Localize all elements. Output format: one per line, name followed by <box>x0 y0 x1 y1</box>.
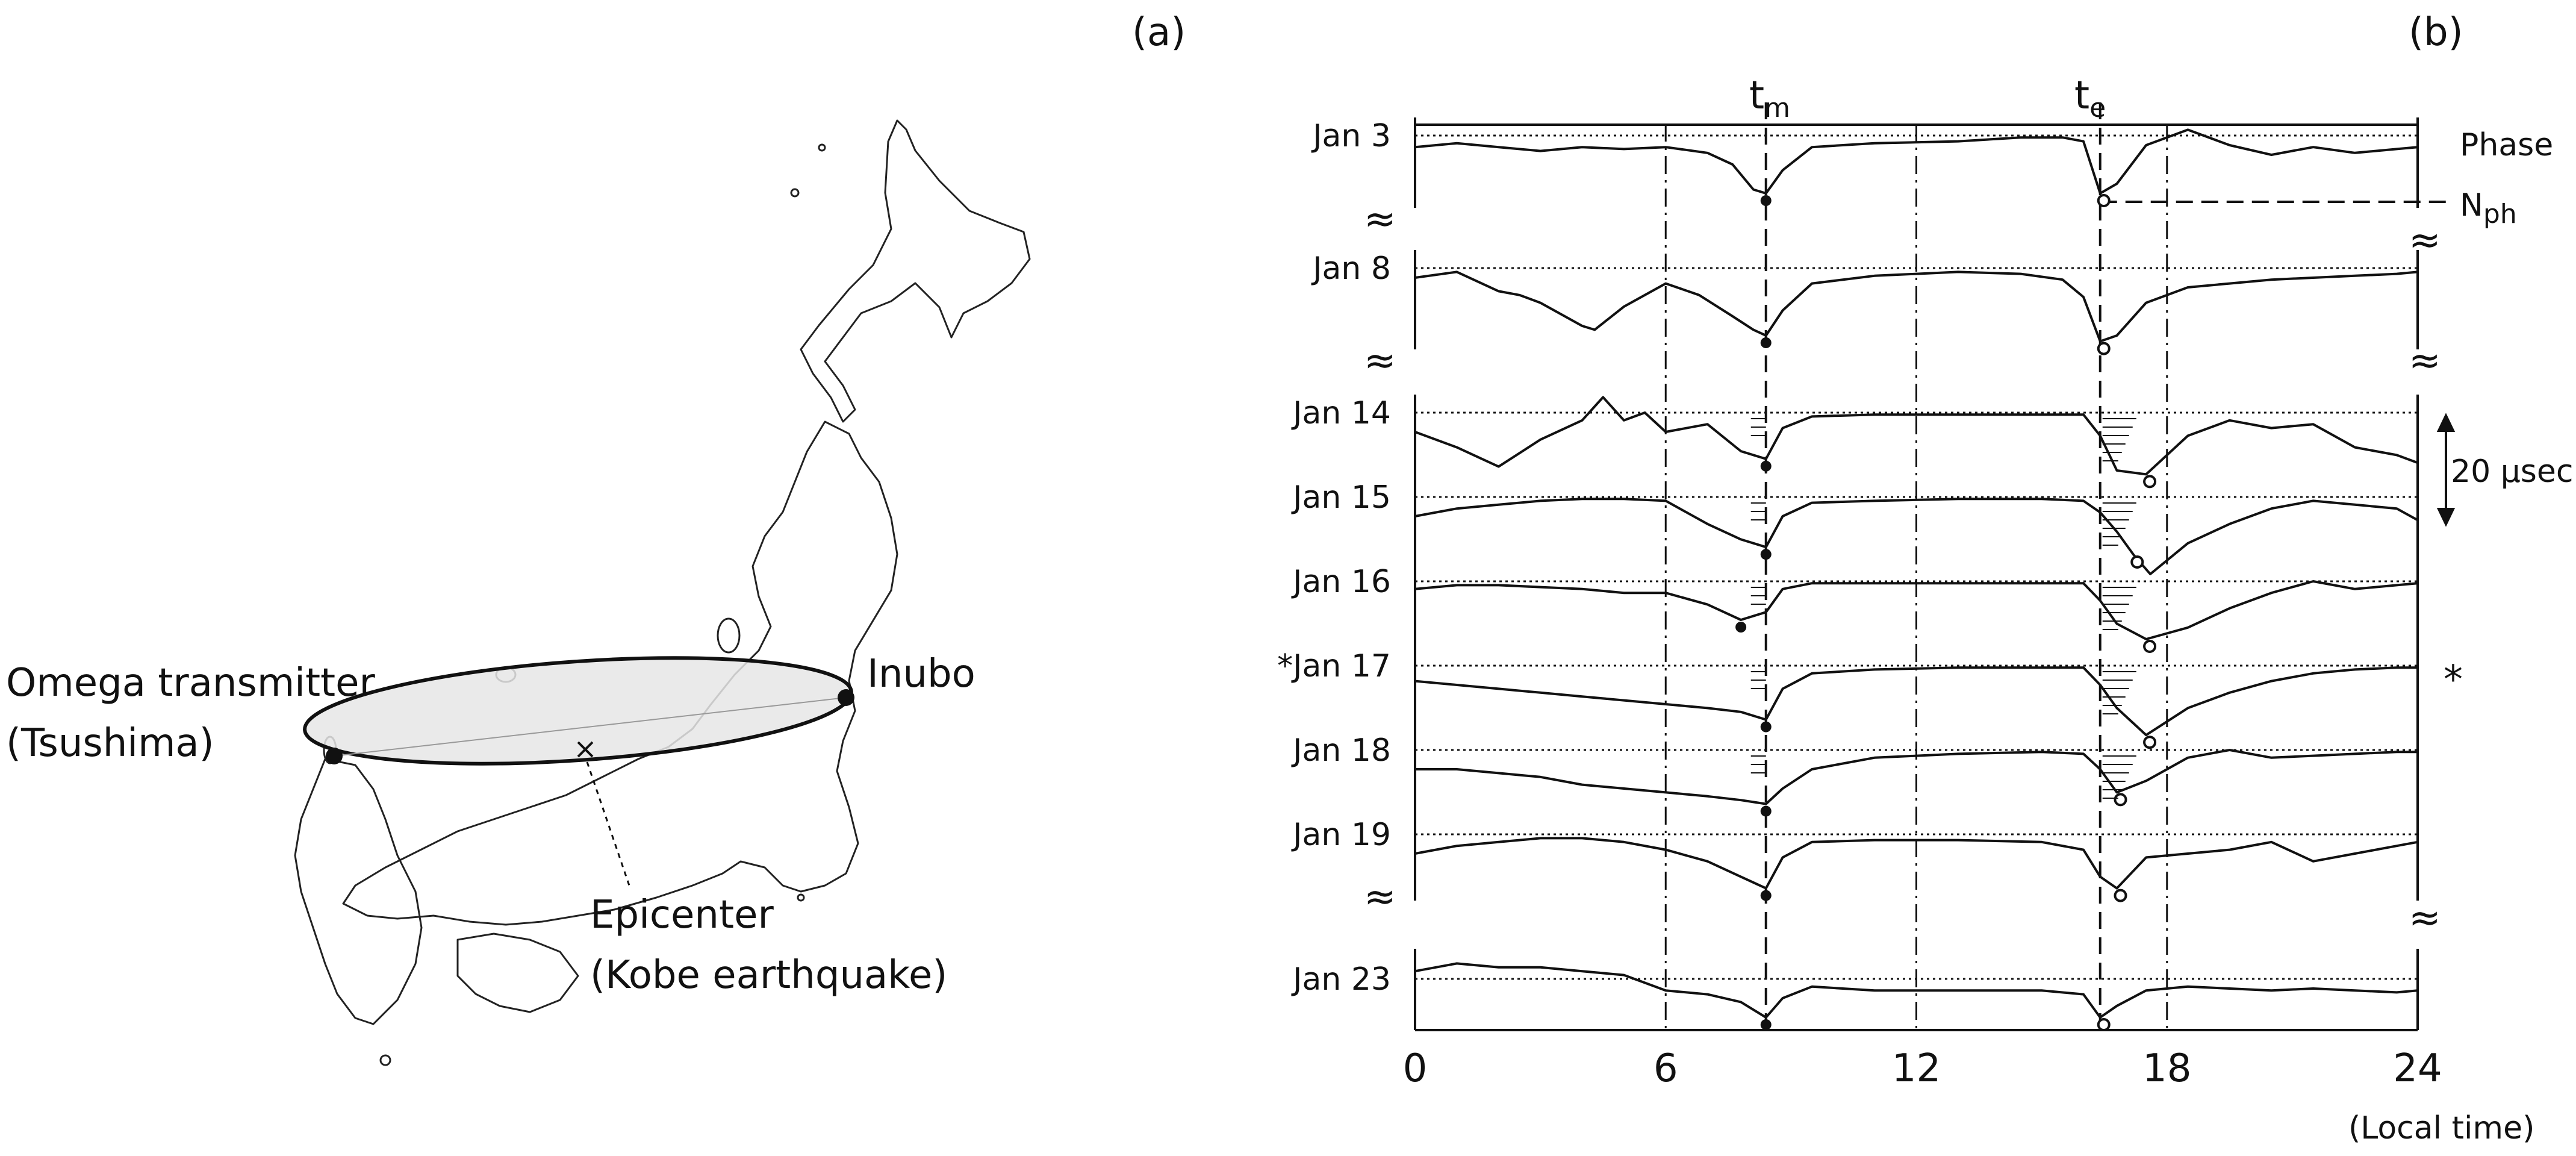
panel-a-label: (a) <box>1132 10 1186 55</box>
kyushu-outline <box>294 758 423 1025</box>
day-label: Jan 19 <box>1291 817 1391 853</box>
x-tick-label: 0 <box>1403 1046 1428 1091</box>
break-mark: ≈ <box>1364 339 1396 383</box>
transmitter-label: Omega transmitter <box>6 661 376 705</box>
te-minimum-dot <box>2097 1018 2111 1031</box>
islet <box>790 188 800 198</box>
x-tick-label: 24 <box>2393 1046 2442 1091</box>
transmitter-sublabel: (Tsushima) <box>6 721 214 766</box>
day-label: Jan 15 <box>1291 480 1391 516</box>
scale-label: 20 µsec <box>2451 454 2573 490</box>
epicenter-sublabel: (Kobe earthquake) <box>590 953 947 998</box>
day-label: Jan 3 <box>1311 118 1391 154</box>
tm-minimum-dot <box>1760 337 1772 348</box>
panel-a: (a) O <box>6 10 1186 1066</box>
break-mark: ≈ <box>1364 197 1396 242</box>
te-minimum-dot <box>2143 475 2157 489</box>
day-label: Jan 14 <box>1291 395 1391 431</box>
nph-label: Nph <box>2460 187 2517 230</box>
x-tick-label: 18 <box>2142 1046 2191 1091</box>
tm-minimum-dot <box>1760 721 1772 733</box>
epicenter-label: Epicenter <box>590 893 774 937</box>
transmitter-dot <box>326 748 343 764</box>
propagation-path-ellipse <box>303 656 853 766</box>
tm-minimum-dot <box>1735 622 1747 633</box>
day-label: *Jan 17 <box>1277 648 1391 684</box>
islet <box>797 893 805 902</box>
day-label: Jan 18 <box>1291 733 1391 769</box>
receiver-dot <box>838 689 854 706</box>
scale-arrow <box>2436 413 2456 527</box>
asterisk-mark: * <box>2444 658 2463 702</box>
te-minimum-dot <box>2130 555 2144 569</box>
te-minimum-dot <box>2114 793 2127 807</box>
tm-minimum-dot <box>1760 890 1772 901</box>
epicenter-leader-line <box>586 761 630 886</box>
chart-series: 0 6 12 18 24 Jan 3 Jan 8 Jan 14 Jan 15 Jan 16 *Jan… <box>1277 118 2442 1091</box>
phase-series-line <box>1414 962 2418 1019</box>
islet <box>818 143 826 152</box>
te-minimum-dot <box>2114 889 2127 902</box>
chart-frame <box>1414 102 2454 1031</box>
te-minimum-dot <box>2097 194 2111 207</box>
break-mark: ≈ <box>2409 896 2441 940</box>
great-circle-path <box>334 697 847 757</box>
phase-series-line <box>1414 666 2418 737</box>
phase-label: Phase <box>2460 127 2553 163</box>
phase-series-line <box>1414 396 2418 476</box>
phase-series-line <box>1415 749 2418 805</box>
break-marks: ≈ ≈ ≈ ≈ ≈ ≈ <box>1364 197 2441 940</box>
break-mark: ≈ <box>1364 875 1396 919</box>
phase-series-line <box>1414 837 2418 890</box>
phase-series-line <box>1414 270 2418 343</box>
te-header: te <box>2074 73 2106 123</box>
phase-series-line <box>1414 128 2418 195</box>
day-label: Jan 16 <box>1291 564 1391 600</box>
tm-minimum-dot <box>1760 1019 1772 1030</box>
tm-minimum-dot <box>1760 805 1772 817</box>
x-tick-label: 6 <box>1654 1046 1678 1091</box>
epicenter-marker <box>577 741 594 758</box>
te-minimum-dot <box>2143 640 2157 653</box>
x-unit-label: (Local time) <box>2348 1110 2534 1146</box>
te-minimum-dot <box>2143 736 2157 749</box>
phase-series-line <box>1414 498 2418 575</box>
shikoku-outline <box>456 933 579 1013</box>
receiver-label: Inubo <box>867 652 975 696</box>
hokkaido-outline <box>800 119 1031 423</box>
break-mark: ≈ <box>2409 218 2441 263</box>
x-tick-label: 12 <box>1892 1046 1941 1091</box>
break-mark: ≈ <box>2409 339 2441 383</box>
te-minimum-dot <box>2097 342 2111 355</box>
phase-series-line <box>1414 580 2418 640</box>
day-label: Jan 23 <box>1291 961 1391 998</box>
tm-header: tm <box>1749 73 1790 123</box>
sado-island <box>717 617 741 654</box>
tm-minimum-dot <box>1760 460 1772 472</box>
panel-b-label: (b) <box>2409 10 2463 55</box>
tm-minimum-dot <box>1760 195 1772 206</box>
day-label: Jan 8 <box>1311 251 1391 287</box>
islet <box>379 1054 391 1066</box>
tm-minimum-dot <box>1760 549 1772 560</box>
panel-b: (b) tm te Phase Nph 20 µsec * (Local tim… <box>1277 10 2573 1146</box>
